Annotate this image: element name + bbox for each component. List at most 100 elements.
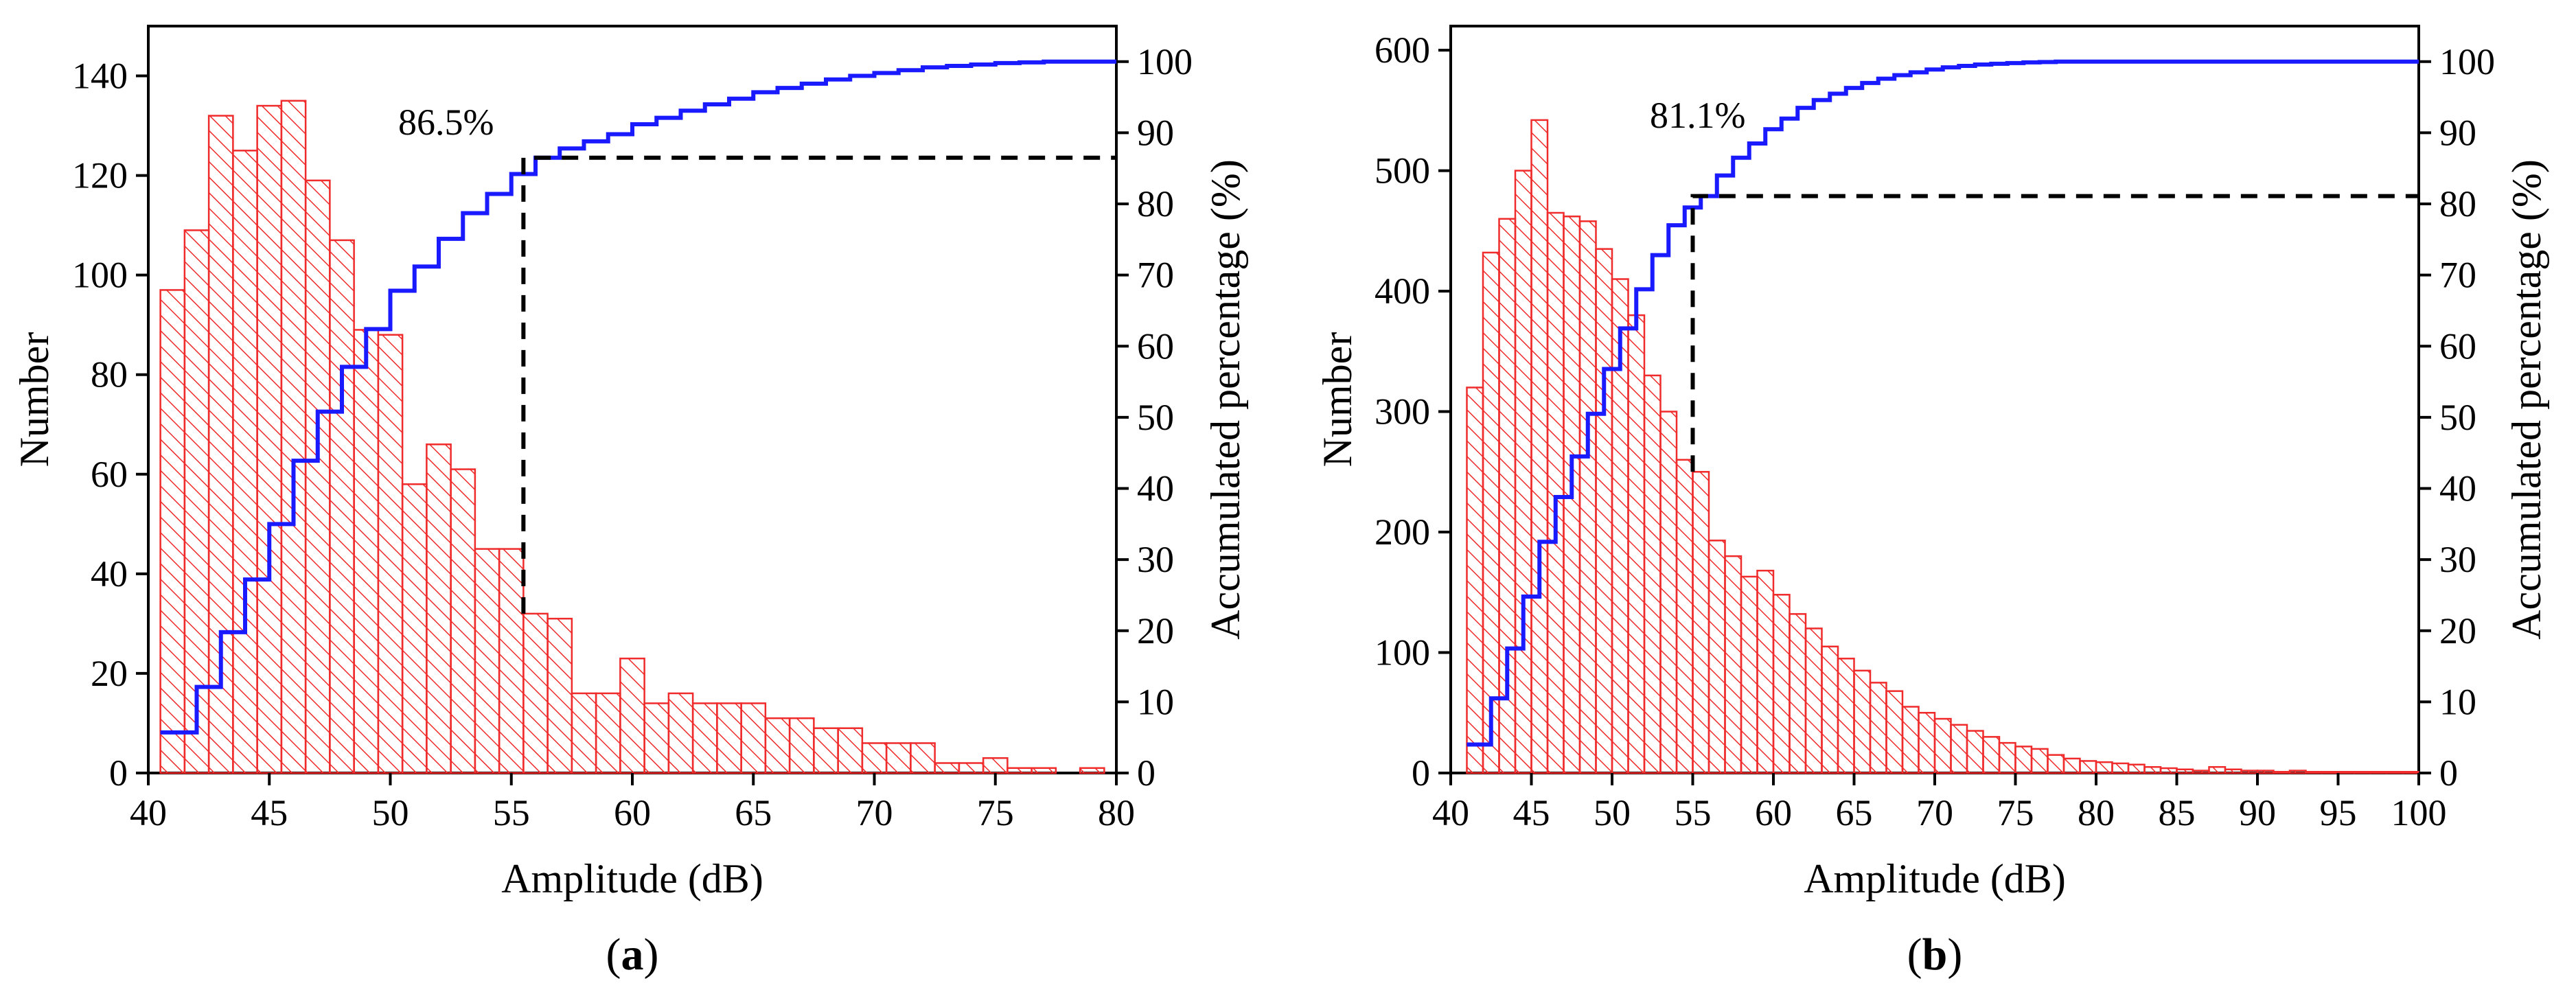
y-tick-label: 140 [72,56,128,97]
y2-tick-label: 40 [1137,468,1174,509]
histogram-bar [643,702,670,774]
histogram-bar [740,702,767,774]
histogram-bar [1595,248,1613,774]
y2-tick-label: 90 [2439,112,2476,153]
histogram-bar [1627,314,1646,774]
y2-tick-label: 10 [2439,681,2476,722]
y2-tick-label: 0 [2439,752,2458,794]
histogram-bar [2353,770,2371,774]
x-tick-label: 55 [493,792,530,833]
histogram-bar [1707,540,1726,774]
histogram-bar [2288,770,2307,774]
histogram-bar [1918,712,1936,774]
histogram-bar [2062,757,2081,774]
y2-tick-label: 70 [1137,255,1174,296]
histogram-bar [1031,767,1057,774]
histogram-bar [1079,767,1105,774]
histogram-bar [1837,658,1855,774]
histogram-bar [1724,555,1743,774]
histogram-bar [2192,770,2210,774]
histogram-bar [2159,767,2178,774]
y-tick-label: 100 [72,255,128,296]
histogram-bar [183,229,210,774]
y-tick-label: 100 [1375,632,1430,673]
x-tick-label: 65 [735,792,772,833]
y2-tick-label: 40 [2439,468,2476,509]
histogram-bar [547,617,573,774]
y-axis-label-b: Number [1315,332,1360,468]
histogram-bar [716,702,742,774]
histogram-bar [256,104,283,774]
histogram-bar [1482,251,1500,774]
x-tick-label: 70 [1916,792,1953,833]
histogram-bar [2273,770,2291,774]
histogram-bar [450,468,476,774]
x-axis-label-b: Amplitude (dB) [1804,856,2066,901]
histogram-bar [2095,761,2113,774]
histogram-bar [1578,220,1597,774]
y2-tick-label: 80 [2439,183,2476,224]
x-tick-label: 65 [1836,792,1873,833]
histogram-bar [1675,459,1694,774]
panel-label-a: (a) [606,930,659,980]
histogram-bar [426,443,452,774]
histogram-bar [522,612,549,774]
histogram-bar [1546,211,1565,774]
x-tick-label: 75 [977,792,1014,833]
y2-tick-label: 20 [1137,610,1174,651]
y-axis-ticks-b: 0 100 200 300 400 500 600 [1375,30,1451,794]
y-tick-label: 200 [1375,511,1430,553]
histogram-bar [2047,754,2065,774]
histogram-bar [1659,411,1678,774]
histogram-bar [1466,387,1484,774]
histogram-bar [232,150,258,774]
histogram-bar [2369,770,2388,774]
y-axis-ticks-a: 0 20 40 60 80 100 120 140 [72,56,148,794]
histogram-bar [2127,763,2146,774]
histogram-bar [837,727,864,774]
y-tick-label: 600 [1375,30,1430,71]
y2-tick-label: 70 [2439,255,2476,296]
histogram-bar [159,289,186,774]
threshold-label-a: 86.5% [398,102,494,143]
histogram-bar [2176,768,2194,774]
histogram-bar [1998,741,2016,774]
histogram-bar [1821,645,1839,774]
x-tick-label: 50 [372,792,409,833]
histogram-bar [207,115,234,774]
histogram-bar [2305,770,2323,774]
y2-tick-label: 80 [1137,183,1174,224]
histogram-bar [1530,119,1549,774]
y2-tick-label: 50 [1137,397,1174,438]
x-tick-label: 90 [2239,792,2276,833]
x-tick-label: 80 [1098,792,1135,833]
y2-axis-label-a: Accumulated percentage (%) [1203,159,1248,640]
histogram-bars-b [1466,119,2420,774]
histogram-bar [1950,724,1968,774]
histogram-bar [1869,682,1887,774]
y2-tick-label: 0 [1137,752,1155,794]
y2-tick-label: 60 [1137,325,1174,367]
histogram-bar [1789,613,1807,774]
x-tick-label: 45 [1513,792,1550,833]
y-tick-label: 80 [91,354,128,395]
x-axis-label-a: Amplitude (dB) [501,856,763,901]
histogram-bar [353,329,380,774]
x-tick-label: 50 [1594,792,1631,833]
histogram-bar [2143,765,2162,774]
histogram-bar [2208,765,2227,774]
x-tick-label: 75 [1997,792,2034,833]
histogram-bar [1901,706,1920,774]
y2-tick-label: 100 [2439,41,2495,82]
histogram-bar [1756,569,1775,774]
histogram-bar [764,717,791,774]
x-tick-label: 95 [2320,792,2357,833]
y-tick-label: 0 [1412,752,1430,794]
panel-label-b: (b) [1907,930,1963,980]
x-tick-label: 70 [856,792,893,833]
y-tick-label: 120 [72,155,128,196]
y2-axis-ticks-b: 0 10 20 30 40 50 60 70 80 90 100 [2419,41,2495,794]
histogram-bar [958,762,985,774]
x-tick-label: 85 [2159,792,2196,833]
y2-tick-label: 90 [1137,112,1174,153]
